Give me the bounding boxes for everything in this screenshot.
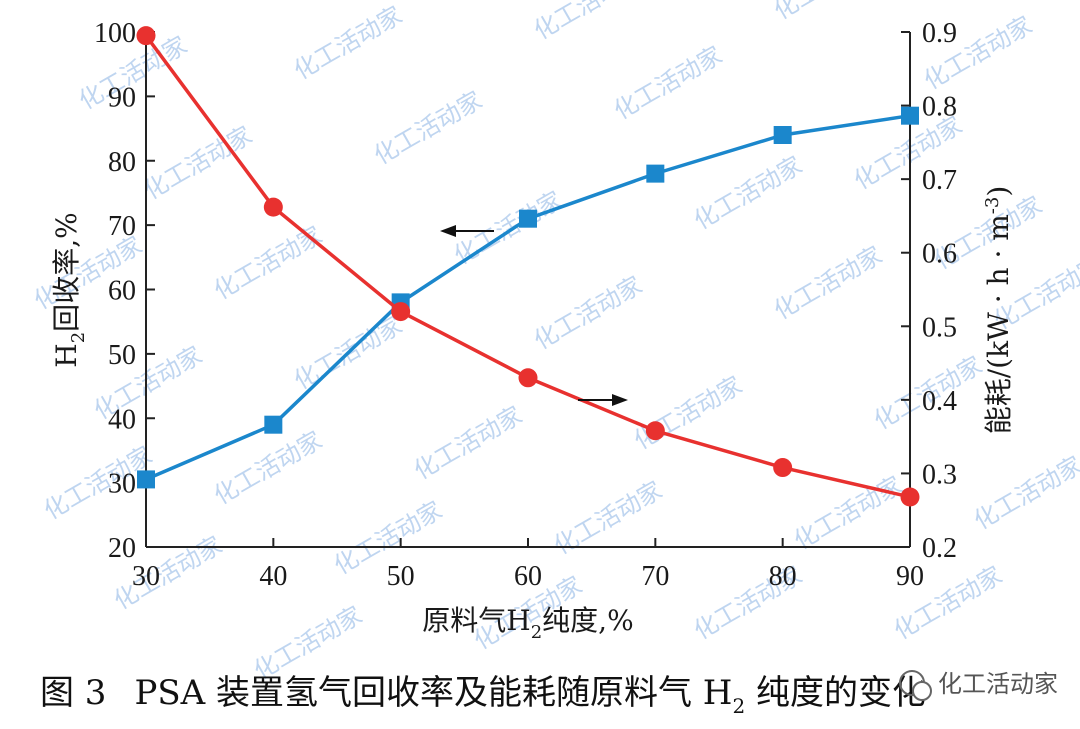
y-right-tick-label: 0.8 — [922, 92, 957, 123]
arrow-right-head — [612, 394, 628, 406]
recovery-point — [264, 415, 283, 434]
x-tick-label: 90 — [896, 561, 924, 592]
watermark-text: 化工活动家 — [209, 221, 327, 305]
brand-text: 化工活动家 — [938, 670, 1058, 698]
recovery-point — [137, 470, 155, 489]
x-tick-label: 60 — [514, 561, 542, 592]
y-right-tick-label: 0.4 — [922, 386, 957, 417]
y-left-tick-label: 40 — [108, 404, 136, 435]
recovery-point — [773, 126, 792, 144]
y-right-tick-label: 0.7 — [922, 165, 957, 196]
y-right-tick-label: 0.6 — [922, 239, 957, 270]
watermark-text: 化工活动家 — [769, 241, 887, 325]
energy-point — [773, 458, 793, 478]
watermark-text: 化工活动家 — [629, 371, 747, 455]
watermark-text: 化工活动家 — [289, 1, 407, 85]
recovery-point — [646, 164, 665, 183]
x-tick-label: 30 — [132, 561, 160, 592]
recovery-point — [901, 106, 919, 125]
watermark-text: 化工活动家 — [529, 0, 647, 45]
y-left-tick-label: 90 — [108, 82, 136, 113]
energy-point — [263, 197, 283, 217]
figure-caption: 图 3 PSA 装置氢气回收率及能耗随原料气 H2 纯度的变化 — [40, 673, 926, 718]
arrow-left-head — [440, 225, 456, 237]
watermark-text: 化工活动家 — [409, 401, 527, 485]
y-right-tick-label: 0.9 — [922, 18, 957, 49]
x-tick-label: 40 — [259, 561, 287, 592]
brand-mark: 化工活动家 — [899, 670, 1058, 701]
energy-point — [136, 26, 156, 46]
x-tick-label: 80 — [769, 561, 797, 592]
watermark-text: 化工活动家 — [609, 41, 727, 125]
y-left-tick-label: 20 — [108, 533, 136, 564]
energy-point — [900, 487, 920, 507]
watermark-text: 化工活动家 — [529, 271, 647, 355]
x-tick-label: 50 — [387, 561, 415, 592]
watermark-text: 化工活动家 — [689, 151, 807, 235]
y-right-tick-label: 0.2 — [922, 533, 957, 564]
x-tick-label: 70 — [641, 561, 669, 592]
y-left-tick-label: 50 — [108, 340, 136, 371]
y-right-tick-label: 0.5 — [922, 312, 957, 343]
energy-point — [518, 368, 538, 388]
y-left-tick-label: 70 — [108, 211, 136, 242]
axes: 30 40 50 60 70 80 9020304050607080901000.20.30… — [94, 18, 957, 592]
wechat-icon-bubble — [912, 681, 932, 701]
x-axis-label: 原料气H2纯度,% — [422, 604, 633, 643]
watermark-text: 化工活动家 — [369, 86, 487, 170]
series-layer — [136, 26, 920, 507]
watermark-text: 化工活动家 — [969, 451, 1080, 535]
y-left-tick-label: 60 — [108, 276, 136, 307]
y-left-tick-label: 30 — [108, 469, 136, 500]
watermark-text: 化工活动家 — [209, 426, 327, 510]
y-left-tick-label: 80 — [108, 147, 136, 178]
energy-point — [391, 302, 411, 322]
y-left-tick-label: 100 — [94, 18, 136, 49]
y-left-axis-label: H2回收率,% — [50, 212, 89, 367]
energy-point — [645, 421, 665, 441]
y-right-tick-label: 0.3 — [922, 459, 957, 490]
y-right-axis-label: 能耗/(kW · h · m-3) — [982, 186, 1015, 435]
labels-layer: 原料气H2纯度,% H2回收率,% 能耗/(kW · h · m-3) 图 3 PSA … — [40, 186, 1058, 718]
recovery-point — [519, 209, 537, 228]
watermark-text: 化工活动家 — [769, 0, 887, 25]
